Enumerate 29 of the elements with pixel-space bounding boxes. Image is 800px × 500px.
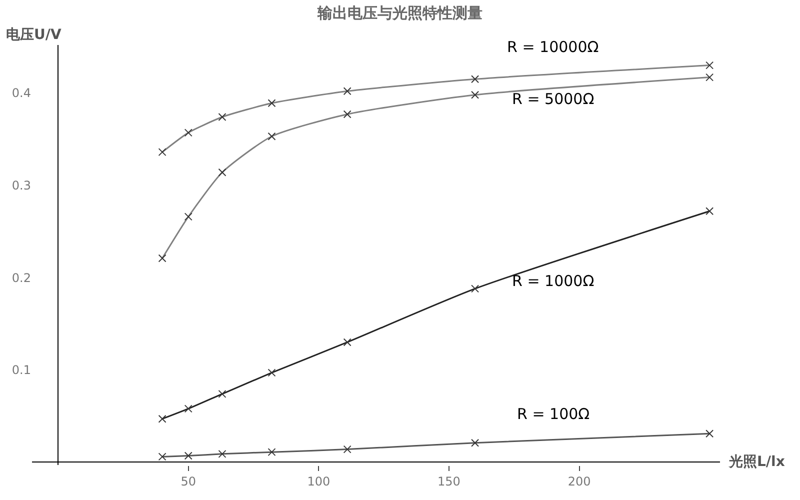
x-tick-label: 150 <box>438 474 460 488</box>
point <box>706 207 714 216</box>
point <box>268 368 276 377</box>
point <box>218 450 226 458</box>
x-axis-title: 光照L/lx <box>728 454 785 470</box>
point <box>471 438 480 447</box>
y-tick-label: 0.1 <box>12 363 31 378</box>
point <box>471 284 480 293</box>
point <box>343 445 352 454</box>
point <box>218 390 226 398</box>
series-label: R = 10000Ω <box>507 38 599 56</box>
y-tick-label: 0.3 <box>12 178 31 193</box>
x-tick-label: 100 <box>307 474 330 488</box>
point <box>158 452 166 461</box>
point <box>343 338 352 346</box>
x-tick-label: 200 <box>568 474 591 488</box>
y-tick-label: 0.2 <box>12 270 31 285</box>
point <box>706 430 714 438</box>
y-tick-label: 0.4 <box>12 86 31 100</box>
series-label: R = 1000Ω <box>512 272 594 290</box>
point <box>158 414 166 423</box>
point <box>184 404 192 413</box>
point <box>184 452 192 460</box>
series-label: R = 100Ω <box>517 405 590 423</box>
point <box>268 448 276 456</box>
series-label: R = 5000Ω <box>512 90 594 108</box>
chart-title: 输出电压与光照特性测量 <box>316 4 482 22</box>
y-axis-title: 电压U/V <box>6 27 62 43</box>
x-tick-label: 50 <box>180 474 196 488</box>
